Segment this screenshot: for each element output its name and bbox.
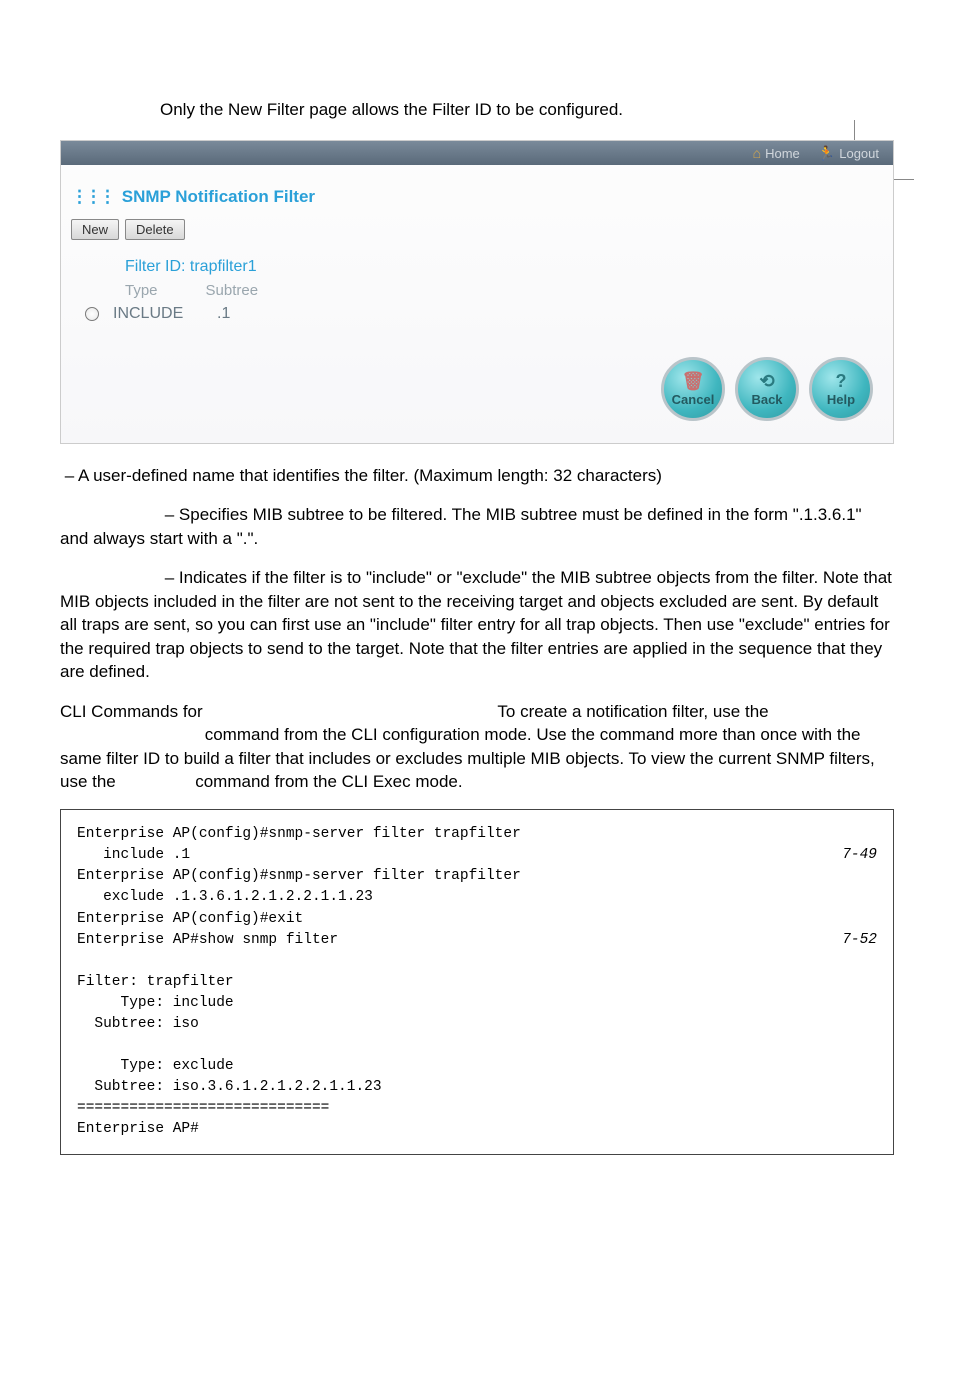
back-button[interactable]: ⟲ Back bbox=[735, 357, 799, 421]
intro-text: Only the New Filter page allows the Filt… bbox=[160, 100, 894, 120]
back-icon: ⟲ bbox=[759, 372, 774, 390]
table-row: INCLUDE .1 bbox=[85, 305, 883, 323]
table-header: Type Subtree bbox=[125, 282, 883, 299]
body-text: – A user-defined name that identifies th… bbox=[60, 464, 894, 793]
para-cli-commands: CLI Commands for To create a notificatio… bbox=[60, 700, 894, 794]
trash-icon: 🗑 bbox=[682, 372, 705, 390]
help-label: Help bbox=[827, 392, 855, 407]
cancel-button[interactable]: 🗑 Cancel bbox=[661, 357, 725, 421]
logout-icon: 🏃 bbox=[818, 145, 835, 162]
filter-id-label: Filter ID: trapfilter1 bbox=[125, 258, 883, 276]
new-button[interactable]: New bbox=[71, 219, 119, 240]
cli-ref-1: 7-49 bbox=[842, 845, 877, 866]
help-button[interactable]: ? Help bbox=[809, 357, 873, 421]
home-icon: ⌂ bbox=[753, 145, 761, 161]
logout-link[interactable]: 🏃 Logout bbox=[818, 145, 879, 162]
button-row: New Delete bbox=[61, 219, 893, 258]
round-buttons: 🗑 Cancel ⟲ Back ? Help bbox=[61, 337, 893, 443]
back-label: Back bbox=[751, 392, 782, 407]
para-filter-id: – A user-defined name that identifies th… bbox=[60, 464, 894, 487]
home-link[interactable]: ⌂ Home bbox=[753, 145, 800, 161]
cell-subtree: .1 bbox=[217, 305, 230, 323]
cli-ref-2: 7-52 bbox=[842, 930, 877, 951]
header-subtree: Subtree bbox=[206, 282, 259, 299]
home-label: Home bbox=[765, 146, 800, 161]
panel-title-text: SNMP Notification Filter bbox=[122, 187, 315, 206]
cancel-label: Cancel bbox=[672, 392, 715, 407]
cli-output: Enterprise AP(config)#snmp-server filter… bbox=[60, 809, 894, 1154]
topbar: ⌂ Home 🏃 Logout bbox=[61, 141, 893, 165]
snmp-filter-screenshot: ⌂ Home 🏃 Logout ⋮⋮⋮ SNMP Notification Fi… bbox=[60, 140, 894, 444]
logout-label: Logout bbox=[839, 146, 879, 161]
filter-block: Filter ID: trapfilter1 Type Subtree INCL… bbox=[61, 258, 893, 337]
panel-title: ⋮⋮⋮ SNMP Notification Filter bbox=[61, 165, 893, 219]
help-icon: ? bbox=[836, 372, 847, 390]
row-radio[interactable] bbox=[85, 307, 99, 321]
para-include-exclude: – Indicates if the filter is to "include… bbox=[60, 566, 894, 683]
cell-type: INCLUDE bbox=[113, 305, 203, 323]
delete-button[interactable]: Delete bbox=[125, 219, 185, 240]
title-dots-icon: ⋮⋮⋮ bbox=[71, 187, 113, 206]
para-subtree: – Specifies MIB subtree to be filtered. … bbox=[60, 503, 894, 550]
header-type: Type bbox=[125, 282, 158, 299]
